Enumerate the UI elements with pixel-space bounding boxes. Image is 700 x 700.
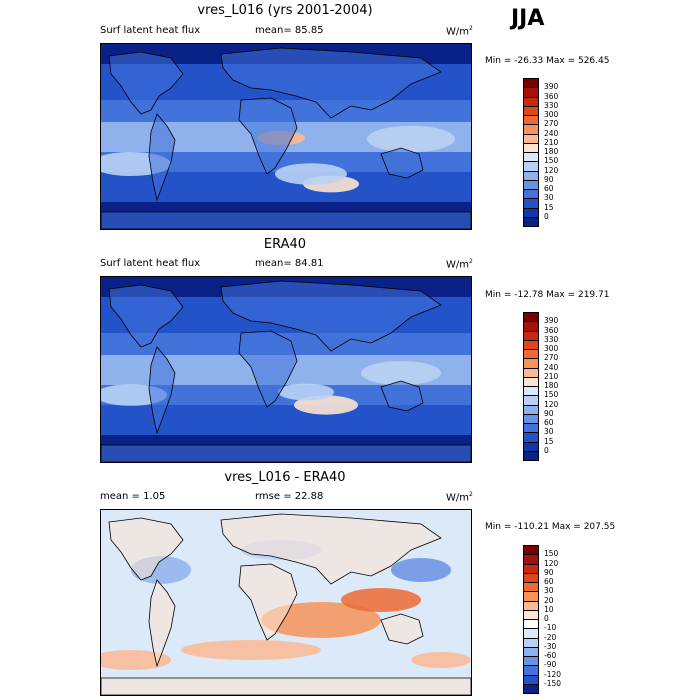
continent-outline (380, 147, 424, 179)
panel-3-title: vres_L016 - ERA40 (224, 470, 346, 485)
colorbar-tick-label: 60 (544, 184, 554, 193)
colorbar-tick-label: 270 (544, 353, 559, 363)
colorbar-tick-label: 120 (544, 165, 559, 175)
colorbar-tick-label: 30 (544, 586, 554, 596)
colorbar-tick-label: 10 (544, 604, 554, 614)
colorbar-tick-label: 0 (544, 614, 549, 623)
colorbar-tick-label: -60 (544, 651, 557, 660)
panel-1-left-label: Surf latent heat flux (100, 25, 201, 36)
colorbar-tick-label: 390 (544, 82, 559, 92)
colorbar-tick-label: 150 (544, 549, 559, 559)
colorbar-tick-label: 240 (544, 362, 559, 372)
colorbar-swatch (523, 683, 539, 694)
colorbar-swatch (523, 450, 539, 461)
colorbar-tick-label: 330 (544, 334, 559, 344)
colorbar-tick-label: 360 (544, 325, 559, 335)
continent-outline (220, 513, 442, 585)
continent-outline (148, 346, 176, 435)
panel-2-map (100, 276, 472, 463)
colorbar-tick-label: -20 (544, 632, 557, 642)
colorbar-tick-label: -120 (544, 669, 562, 679)
panel-2-title: ERA40 (263, 237, 307, 252)
colorbar-tick-label: 60 (544, 418, 554, 427)
season-label: JJA (511, 6, 545, 31)
continent-outline (108, 284, 184, 348)
colorbar-tick-label: 120 (544, 558, 559, 568)
continent-outline (101, 211, 471, 229)
colorbar-tick-label: 60 (544, 577, 554, 586)
colorbar-tick-label: 210 (544, 137, 559, 147)
colorbar-tick-label: 15 (544, 436, 554, 446)
colorbar-tick-label: 360 (544, 91, 559, 101)
colorbar-swatch (523, 216, 539, 227)
colorbar-tick-label: 330 (544, 100, 559, 110)
panel-3-colorbar: 150 120 90 60 30 20 10 0 -10 -20 -30 -60 -90 -120 -150 (523, 545, 583, 694)
colorbar-tick-label: -90 (544, 660, 557, 670)
continent-outline (238, 330, 298, 408)
panel-1-map (100, 43, 472, 230)
colorbar-tick-label: 150 (544, 390, 559, 400)
colorbar-tick-label: 180 (544, 147, 559, 156)
panel-2-colorbar: 390 360 330 300 270 240 210 180 150 120 90 60 30 15 0 (523, 312, 583, 461)
continent-outline (238, 563, 298, 641)
colorbar-tick-label: 300 (544, 110, 559, 119)
continent-outline (238, 97, 298, 175)
panel-3-center-label: rmse = 22.88 (255, 491, 324, 502)
continent-outline (148, 579, 176, 668)
panel-2-left-label: Surf latent heat flux (100, 258, 201, 269)
panel-3-map (100, 509, 472, 696)
colorbar-tick-label: -10 (544, 623, 557, 633)
colorbar-tick-label: 120 (544, 399, 559, 409)
continent-outline (380, 380, 424, 412)
panel-2-center-label: mean= 84.81 (255, 258, 324, 269)
panel-2-minmax: Min = -12.78 Max = 219.71 (485, 290, 610, 300)
panel-1-title: vres_L016 (yrs 2001-2004) (197, 3, 373, 18)
colorbar-tick-label: 210 (544, 371, 559, 381)
colorbar-tick-label: 15 (544, 202, 554, 212)
continent-outline (108, 517, 184, 581)
panel-3-minmax: Min = -110.21 Max = 207.55 (485, 522, 616, 532)
continent-outline (101, 444, 471, 462)
continent-outline (148, 113, 176, 202)
colorbar-tick-label: 20 (544, 595, 554, 605)
colorbar-tick-label: 240 (544, 128, 559, 138)
continent-outline (108, 51, 184, 115)
colorbar-tick-label: 270 (544, 119, 559, 129)
colorbar-tick-label: 180 (544, 381, 559, 390)
colorbar-tick-label: 90 (544, 408, 554, 418)
colorbar-tick-label: -30 (544, 641, 557, 651)
colorbar-tick-label: 150 (544, 156, 559, 166)
colorbar-tick-label: 0 (544, 445, 549, 455)
colorbar-tick-label: 300 (544, 344, 559, 353)
panel-2-units: W/m2 (446, 258, 473, 271)
continent-outline (380, 613, 424, 645)
panel-3-units: W/m2 (446, 491, 473, 504)
colorbar-tick-label: 90 (544, 567, 554, 577)
colorbar-tick-label: 30 (544, 193, 554, 203)
colorbar-tick-label: 0 (544, 211, 549, 221)
colorbar-tick-label: -150 (544, 678, 562, 688)
panel-1-colorbar: 390 360 330 300 270 240 210 180 150 120 90 60 30 15 0 (523, 78, 583, 227)
continent-outline (101, 677, 471, 695)
colorbar-tick-label: 390 (544, 316, 559, 326)
panel-3-left-label: mean = 1.05 (100, 491, 166, 502)
colorbar-tick-label: 30 (544, 427, 554, 437)
panel-1-center-label: mean= 85.85 (255, 25, 324, 36)
continent-outline (220, 47, 442, 119)
continent-outline (220, 280, 442, 352)
colorbar-tick-label: 90 (544, 174, 554, 184)
panel-1-minmax: Min = -26.33 Max = 526.45 (485, 56, 610, 66)
panel-1-units: W/m2 (446, 25, 473, 38)
